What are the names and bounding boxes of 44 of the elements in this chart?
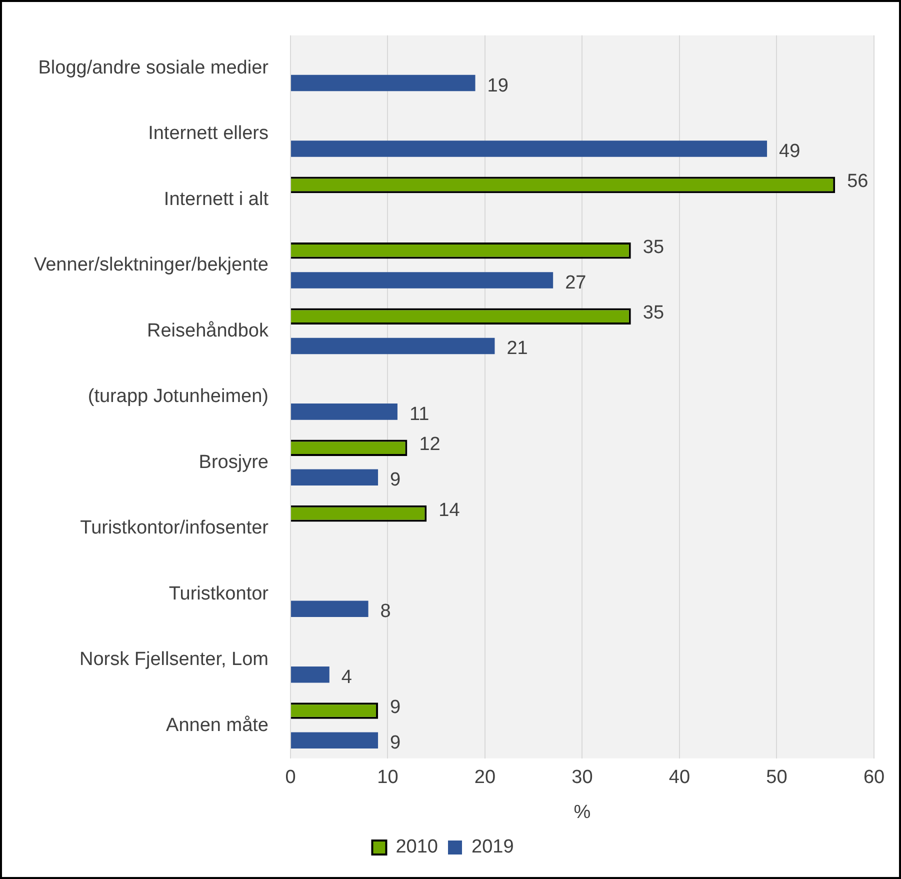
bar bbox=[290, 404, 398, 420]
bar bbox=[290, 74, 476, 92]
bar bbox=[290, 272, 554, 288]
data-label: 21 bbox=[506, 338, 528, 360]
data-label: 9 bbox=[390, 470, 401, 491]
bar bbox=[290, 600, 368, 618]
x-tick-label: 40 bbox=[668, 767, 690, 788]
data-label: 14 bbox=[438, 500, 460, 521]
x-tick-label: 30 bbox=[572, 767, 593, 788]
data-label: 12 bbox=[419, 434, 440, 456]
y-tick-label: Reisehåndbok bbox=[147, 320, 269, 342]
data-label: 9 bbox=[390, 696, 401, 718]
y-tick-label: Internett ellers bbox=[148, 123, 268, 144]
y-tick-label: Turistkontor bbox=[168, 583, 270, 604]
data-label: 4 bbox=[341, 666, 352, 688]
y-tick-label: (turapp Jotunheimen) bbox=[88, 386, 268, 408]
x-tick-label: 10 bbox=[377, 767, 398, 788]
x-tick-label: 20 bbox=[474, 767, 496, 788]
y-tick-label: Internett i alt bbox=[164, 188, 270, 210]
bar bbox=[290, 732, 378, 748]
bar bbox=[290, 666, 330, 683]
data-label: 49 bbox=[779, 141, 800, 162]
data-label: 8 bbox=[380, 601, 391, 622]
legend-label: 2010 bbox=[396, 836, 438, 858]
data-label: 56 bbox=[847, 171, 868, 192]
x-tick-label: 0 bbox=[285, 767, 296, 788]
x-axis-title: % bbox=[574, 802, 591, 823]
data-label: 19 bbox=[487, 75, 508, 96]
data-label: 27 bbox=[565, 272, 586, 294]
y-tick-label: Blogg/andre sosiale medier bbox=[38, 58, 270, 78]
data-label: 9 bbox=[390, 732, 401, 754]
bar bbox=[290, 338, 495, 354]
y-tick-label: Venner/slektninger/bekjente bbox=[34, 254, 268, 276]
y-tick-label: Turistkontor/infosenter bbox=[80, 518, 270, 539]
data-label: 35 bbox=[642, 236, 664, 258]
data-label: 11 bbox=[409, 404, 430, 425]
bar bbox=[290, 469, 378, 486]
y-tick-label: Annen måte bbox=[166, 714, 268, 736]
y-tick-label: Norsk Fjellsenter, Lom bbox=[79, 649, 268, 670]
y-tick-label: Brosjyre bbox=[198, 452, 268, 473]
legend-label: 2019 bbox=[472, 836, 514, 858]
data-label: 35 bbox=[642, 302, 664, 324]
x-tick-label: 50 bbox=[766, 767, 788, 788]
x-tick-label: 60 bbox=[863, 767, 885, 788]
